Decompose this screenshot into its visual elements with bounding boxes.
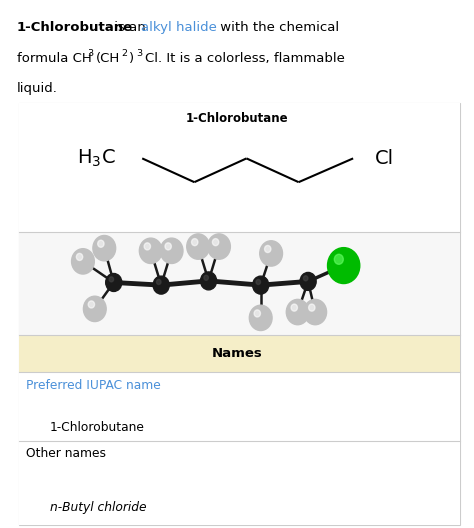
Circle shape bbox=[303, 276, 308, 281]
Circle shape bbox=[160, 238, 183, 263]
Circle shape bbox=[93, 235, 116, 261]
Circle shape bbox=[201, 272, 217, 290]
Circle shape bbox=[191, 239, 198, 246]
Text: Cl. It is a colorless, flammable: Cl. It is a colorless, flammable bbox=[145, 52, 345, 65]
Circle shape bbox=[88, 301, 95, 308]
Text: Other names: Other names bbox=[26, 447, 106, 460]
Text: formula CH: formula CH bbox=[17, 52, 91, 65]
Circle shape bbox=[212, 239, 219, 246]
Circle shape bbox=[76, 253, 83, 260]
FancyBboxPatch shape bbox=[19, 335, 460, 372]
Circle shape bbox=[165, 243, 172, 250]
FancyBboxPatch shape bbox=[19, 232, 460, 335]
Circle shape bbox=[309, 304, 315, 311]
Circle shape bbox=[106, 274, 122, 291]
Circle shape bbox=[204, 275, 209, 280]
Text: with the chemical: with the chemical bbox=[216, 21, 339, 34]
FancyBboxPatch shape bbox=[19, 103, 460, 232]
Text: Cl: Cl bbox=[374, 149, 393, 168]
Text: liquid.: liquid. bbox=[17, 82, 57, 96]
Circle shape bbox=[144, 243, 151, 250]
Circle shape bbox=[334, 254, 343, 265]
Text: H$_3$C: H$_3$C bbox=[77, 148, 116, 169]
Circle shape bbox=[72, 249, 94, 274]
Circle shape bbox=[328, 248, 360, 284]
Circle shape bbox=[291, 304, 298, 311]
Circle shape bbox=[98, 240, 104, 247]
Text: 3: 3 bbox=[87, 49, 93, 58]
Text: 1-Chlorobutane: 1-Chlorobutane bbox=[17, 21, 133, 34]
Circle shape bbox=[249, 305, 272, 331]
Text: is an: is an bbox=[110, 21, 150, 34]
Text: 3: 3 bbox=[137, 49, 143, 58]
Circle shape bbox=[254, 310, 261, 317]
Text: Preferred IUPAC name: Preferred IUPAC name bbox=[26, 379, 161, 392]
Circle shape bbox=[109, 277, 114, 282]
Text: 1-Chlorobutane: 1-Chlorobutane bbox=[186, 112, 288, 126]
Circle shape bbox=[83, 296, 106, 322]
FancyBboxPatch shape bbox=[19, 372, 460, 441]
Circle shape bbox=[286, 299, 309, 325]
Circle shape bbox=[304, 299, 327, 325]
Circle shape bbox=[187, 234, 210, 259]
Circle shape bbox=[300, 272, 316, 290]
Text: ): ) bbox=[129, 52, 134, 65]
Text: alkyl halide: alkyl halide bbox=[141, 21, 217, 34]
Text: (CH: (CH bbox=[96, 52, 120, 65]
Circle shape bbox=[264, 246, 271, 252]
Circle shape bbox=[260, 241, 283, 266]
FancyBboxPatch shape bbox=[19, 103, 460, 525]
Text: 2: 2 bbox=[121, 49, 128, 58]
Circle shape bbox=[139, 238, 162, 263]
Text: 1-Chlorobutane: 1-Chlorobutane bbox=[50, 421, 145, 434]
Circle shape bbox=[256, 279, 261, 285]
Circle shape bbox=[156, 279, 161, 285]
Text: Names: Names bbox=[211, 347, 263, 360]
Circle shape bbox=[208, 234, 230, 259]
Circle shape bbox=[253, 276, 269, 294]
Text: n-Butyl chloride: n-Butyl chloride bbox=[50, 501, 146, 514]
Circle shape bbox=[153, 276, 169, 294]
FancyBboxPatch shape bbox=[19, 441, 460, 525]
